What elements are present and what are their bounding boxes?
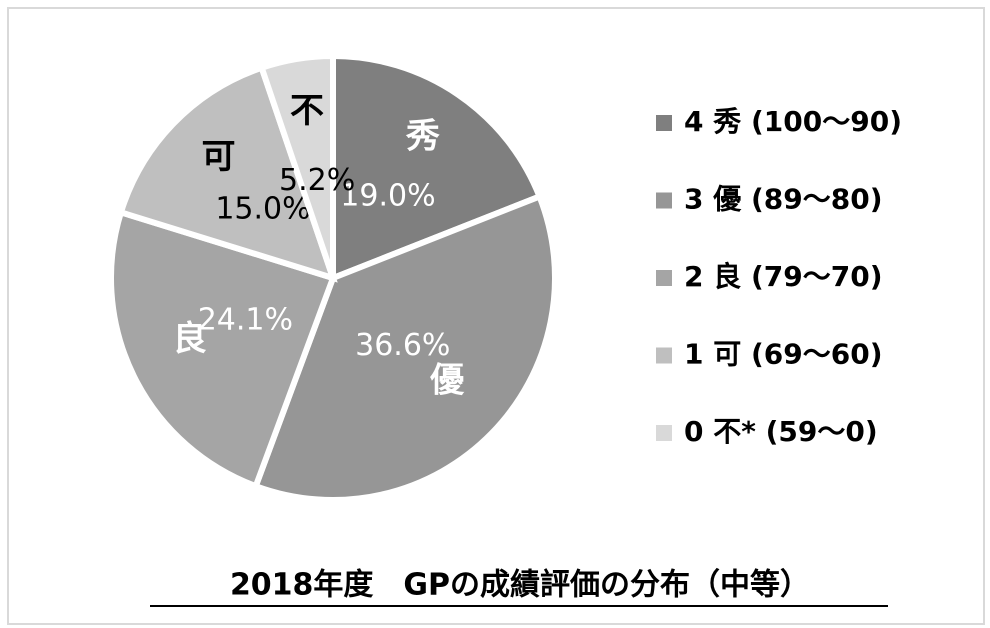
legend-label: 3 優 (89～80) — [684, 183, 883, 216]
chart-title: 2018年度 GPの成績評価の分布（中等） — [230, 568, 810, 603]
legend-label: 2 良 (79～70) — [684, 260, 883, 293]
data-label: 36.6% — [355, 328, 450, 363]
pie-slice — [251, 192, 558, 503]
legend-label: 0 不* (59～0) — [684, 415, 878, 448]
data-label: 15.0% — [215, 191, 310, 226]
legend-label: 1 可 (69～60) — [684, 338, 883, 371]
pie-slice — [330, 52, 544, 283]
legend-swatch — [656, 270, 672, 286]
legend-swatch — [656, 425, 672, 441]
slice-label: 優 — [429, 360, 465, 400]
legend-swatch — [656, 115, 672, 131]
legend-label: 4 秀 (100～90) — [684, 105, 902, 138]
pie-slice — [108, 208, 337, 490]
data-label: 19.0% — [340, 179, 435, 214]
slice-label: 可 — [201, 137, 235, 177]
legend-swatch — [656, 347, 672, 364]
pie-slice — [117, 63, 338, 283]
pie-slice — [257, 52, 336, 279]
slice-label: 良 — [173, 319, 207, 359]
slice-label: 秀 — [405, 116, 440, 156]
data-label: 24.1% — [198, 303, 293, 338]
slice-label: 不 — [290, 91, 324, 131]
data-label: 5.2% — [279, 163, 355, 198]
legend-swatch — [656, 192, 672, 209]
